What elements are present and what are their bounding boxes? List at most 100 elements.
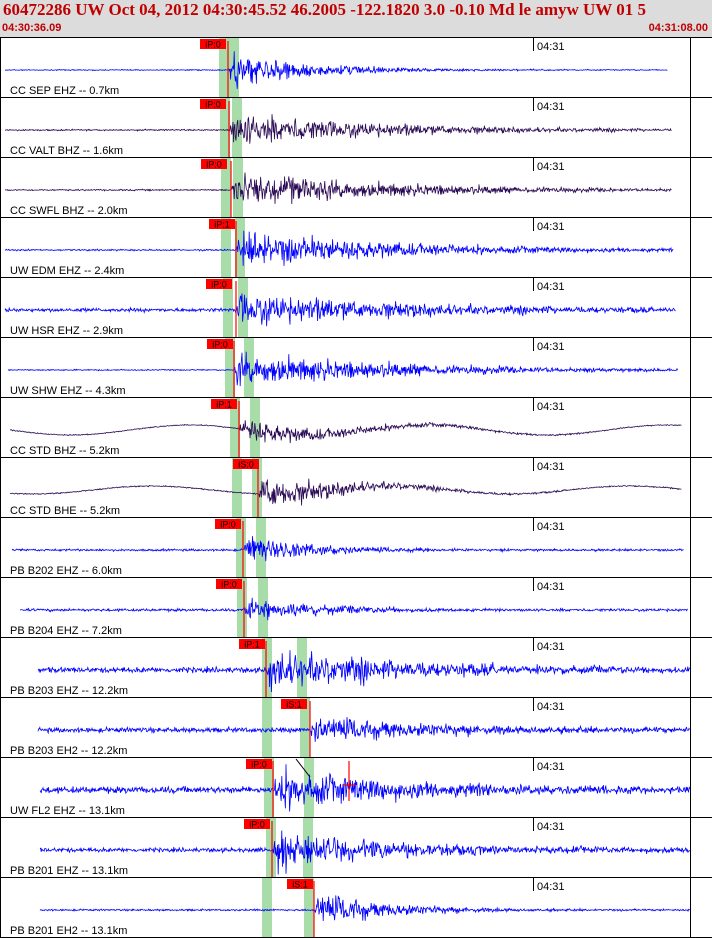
p-window <box>225 337 235 397</box>
trace-panel: 04:31 iP:0 UW HSR EHZ -- 2.9km <box>0 277 712 337</box>
p-window <box>236 517 246 577</box>
waveform <box>39 764 691 812</box>
trace-panel: 04:31 iS:1 PB B203 EH2 -- 12.2km <box>0 697 712 757</box>
waveform <box>7 351 678 387</box>
station-label: PB B203 EH2 -- 12.2km <box>10 745 127 757</box>
pick-label: iP:0 <box>211 280 227 290</box>
station-label: PB B201 EH2 -- 13.1km <box>10 925 127 937</box>
pick-label: iP:0 <box>251 760 267 770</box>
seismogram-panels: 04:31 iP:0 CC SEP EHZ -- 0.7km 04:31 iP:0 CC … <box>0 37 712 938</box>
minute-label: 04:31 <box>537 581 565 593</box>
waveform <box>19 597 688 621</box>
waveform <box>39 895 691 922</box>
minute-label: 04:31 <box>537 41 565 53</box>
minute-label: 04:31 <box>537 641 565 653</box>
pick-box <box>216 579 242 589</box>
pick-label: iP:0 <box>212 340 228 350</box>
event-header: 60472286 UW Oct 04, 2012 04:30:45.52 46.… <box>0 0 712 37</box>
trace-panel: 04:31 iS:0 CC STD BHE -- 5.2km <box>0 457 712 517</box>
pick-box <box>211 399 237 409</box>
waveform <box>11 536 684 562</box>
pick-box <box>246 759 272 769</box>
station-label: CC VALT BHZ -- 1.6km <box>10 145 123 157</box>
p-window <box>223 277 233 337</box>
station-label: CC STD BHZ -- 5.2km <box>10 445 119 457</box>
station-label: UW FL2 EHZ -- 13.1km <box>10 805 125 817</box>
p-window <box>221 157 231 217</box>
p-window <box>237 577 247 637</box>
pick-label: iS:1 <box>292 880 308 890</box>
pick-box <box>206 279 232 289</box>
pick-label: iP:0 <box>206 160 222 170</box>
minute-label: 04:31 <box>537 221 565 233</box>
waveform <box>5 51 668 89</box>
p-window <box>262 877 272 937</box>
pick-box <box>201 159 227 169</box>
p-window <box>230 397 240 457</box>
s-window <box>252 457 262 517</box>
minute-label: 04:31 <box>537 281 565 293</box>
trace-panel: 04:31 iP:1 UW EDM EHZ -- 2.4km <box>0 217 712 277</box>
pick-box <box>239 639 265 649</box>
pick-label: iP:1 <box>244 640 260 650</box>
pick-box <box>233 459 259 469</box>
waveform <box>39 830 691 875</box>
trace-panel: 04:31 iP:0 UW FL2 EHZ -- 13.1km <box>0 757 712 817</box>
trace-panel: 04:31 iP:1 CC STD BHZ -- 5.2km <box>0 397 712 457</box>
station-label: PB B204 EHZ -- 7.2km <box>10 625 122 637</box>
pick-label: iP:0 <box>205 100 221 110</box>
station-label: PB B201 EHZ -- 13.1km <box>10 865 128 877</box>
trace-panel: 04:31 iP:0 PB B204 EHZ -- 7.2km <box>0 577 712 637</box>
pick-label: iS:1 <box>286 700 302 710</box>
station-label: PB B202 EHZ -- 6.0km <box>10 565 122 577</box>
waveform <box>9 478 682 506</box>
pick-box <box>207 339 233 349</box>
minute-label: 04:31 <box>537 521 565 533</box>
pick-box <box>281 699 307 709</box>
station-label: PB B203 EHZ -- 12.2km <box>10 685 128 697</box>
trace-panel: 04:31 iP:0 CC VALT BHZ -- 1.6km <box>0 97 712 157</box>
minute-label: 04:31 <box>537 881 565 893</box>
pick-label: iP:1 <box>216 400 232 410</box>
pick-box <box>215 519 241 529</box>
waveform <box>9 420 682 444</box>
pick-label: iP:0 <box>205 40 221 50</box>
minute-label: 04:31 <box>537 101 565 113</box>
pick-label: iP:0 <box>249 820 265 830</box>
p-window <box>219 37 229 97</box>
p-window <box>232 457 242 517</box>
trace-panel: 04:31 iP:0 UW SHW EHZ -- 4.3km <box>0 337 712 397</box>
minute-label: 04:31 <box>537 701 565 713</box>
trace-panel: 04:31 iP:1 PB B203 EHZ -- 12.2km <box>0 637 712 697</box>
s-window <box>238 277 248 337</box>
p-window <box>262 697 272 757</box>
seismogram-plot[interactable]: 04:31 iP:0 CC SEP EHZ -- 0.7km 04:31 iP:0 CC … <box>0 37 712 938</box>
waveform <box>4 293 676 327</box>
waveform <box>4 114 672 144</box>
s-window <box>235 217 245 277</box>
pick-label: iP:1 <box>214 220 230 230</box>
pick-box <box>209 219 235 229</box>
minute-label: 04:31 <box>537 401 565 413</box>
s-window <box>300 697 310 757</box>
station-label: CC SEP EHZ -- 0.7km <box>10 85 119 97</box>
waveform <box>37 650 690 693</box>
coda-marker <box>295 758 311 778</box>
event-title: 60472286 UW Oct 04, 2012 04:30:45.52 46.… <box>3 0 646 19</box>
minute-label: 04:31 <box>537 341 565 353</box>
trace-panel: 04:31 iP:0 PB B201 EHZ -- 13.1km <box>0 817 712 877</box>
station-label: UW EDM EHZ -- 2.4km <box>10 265 124 277</box>
p-window <box>264 757 274 817</box>
pick-box <box>244 819 270 829</box>
minute-label: 04:31 <box>537 761 565 773</box>
p-window <box>221 217 231 277</box>
minute-label: 04:31 <box>537 461 565 473</box>
pick-box <box>287 879 313 889</box>
s-window <box>297 637 307 697</box>
trace-panel: 04:31 iS:1 PB B201 EH2 -- 13.1km <box>0 877 712 937</box>
waveform <box>37 717 690 742</box>
minute-label: 04:31 <box>537 821 565 833</box>
start-time-label: 04:30:36.09 <box>2 22 62 34</box>
pick-label: iP:0 <box>221 580 237 590</box>
pick-box <box>200 39 226 49</box>
